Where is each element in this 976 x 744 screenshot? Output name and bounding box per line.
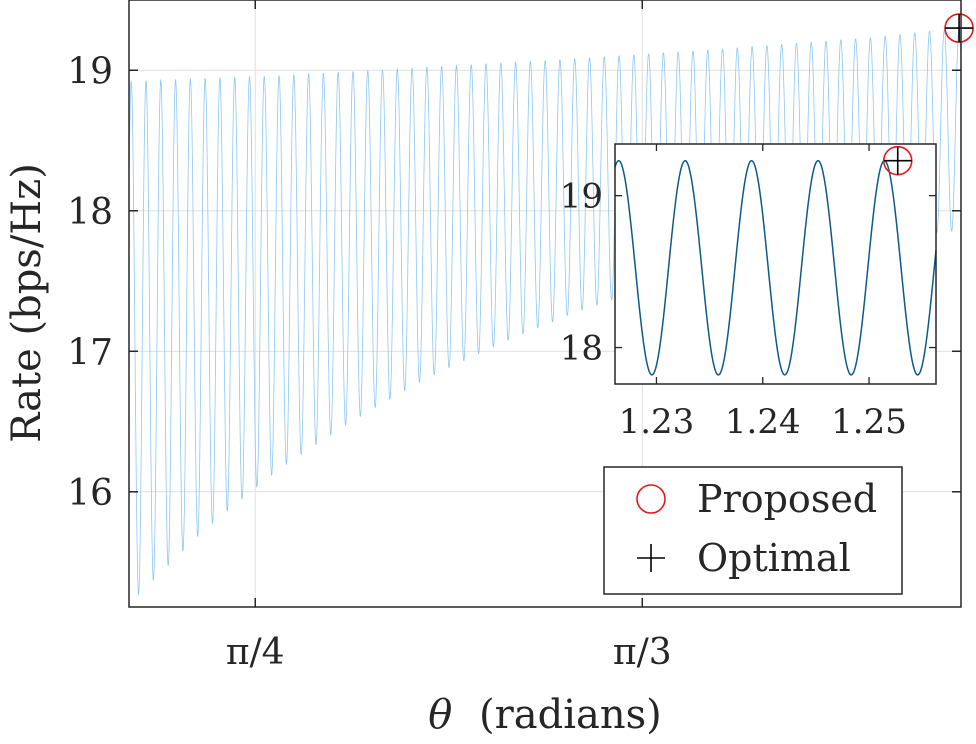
inset-series [614, 159, 937, 376]
legend-proposed-label: Proposed [697, 477, 877, 521]
x-tick-label: π/4 [226, 632, 285, 673]
inset-y-tick-label: 18 [560, 329, 603, 369]
inset-plot-background [615, 144, 936, 384]
y-tick-label: 18 [67, 192, 113, 233]
inset-x-tick-label: 1.23 [619, 402, 695, 442]
inset-x-tick-label: 1.24 [725, 402, 801, 442]
main-optimal-marker [945, 14, 974, 43]
y-tick-label: 16 [67, 473, 113, 514]
x-axis-label-symbol: θ [428, 692, 452, 738]
main-ticks: π/4 π/3 16 17 18 19 [67, 0, 961, 673]
inset-rate-curve [614, 159, 937, 376]
legend: Proposed Optimal [603, 466, 903, 595]
main-plot-frame [128, 0, 962, 608]
inset-plot-frame [614, 143, 937, 385]
y-tick-label: 17 [67, 332, 113, 373]
legend-box [603, 466, 903, 595]
inset-y-tick-label: 19 [560, 177, 603, 217]
inset-optimal-marker [883, 146, 912, 175]
legend-optimal-label: Optimal [697, 536, 851, 580]
inset-markers [882, 145, 913, 176]
x-tick-label: π/3 [613, 632, 672, 673]
y-axis-label: Rate (bps/Hz) [4, 163, 50, 443]
inset-axes: 1.23 1.24 1.25 18 19 [560, 143, 937, 442]
legend-proposed-marker [636, 484, 666, 514]
x-axis-label-unit: (radians) [479, 692, 662, 738]
y-tick-label: 19 [67, 51, 113, 92]
inset-x-tick-label: 1.25 [831, 402, 907, 442]
legend-optimal-marker [637, 544, 665, 572]
inset-ticks: 1.23 1.24 1.25 18 19 [560, 144, 936, 442]
x-axis-label: θ (radians) [428, 692, 662, 738]
main-markers [944, 13, 974, 43]
